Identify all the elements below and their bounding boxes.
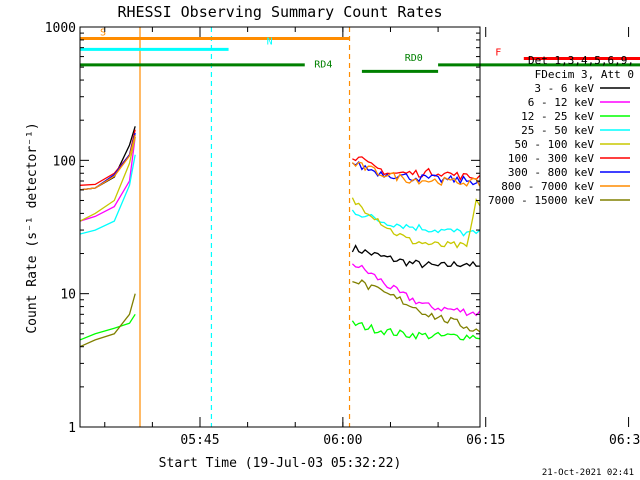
flag-label-f: F bbox=[495, 48, 501, 59]
series-early-50-100-kev bbox=[80, 136, 136, 222]
x-tick-label: 06:15 bbox=[466, 433, 505, 448]
legend-header-line-1: Det 1,3,4,5,6,9, bbox=[528, 54, 634, 67]
flag-label-s: S bbox=[100, 27, 106, 38]
plot-area: SNFRD0RD4110100100005:4506:0006:1506:300… bbox=[45, 21, 640, 448]
y-tick-label: 1000 bbox=[45, 21, 76, 36]
series-line-800-7000-kev bbox=[351, 161, 480, 187]
y-axis-label: Count Rate (s⁻¹ detector⁻¹) bbox=[25, 122, 40, 333]
plot-frame bbox=[79, 26, 481, 428]
series-early-6-12-kev bbox=[80, 136, 136, 222]
legend-label-25-50-kev: 25 - 50 keV bbox=[521, 124, 594, 137]
legend-label-50-100-kev: 50 - 100 keV bbox=[515, 138, 595, 151]
timestamp: 21-Oct-2021 02:41 bbox=[541, 468, 634, 478]
flag-label-n: N bbox=[267, 37, 273, 48]
series-early-800-7000-kev bbox=[80, 134, 136, 191]
y-tick-label: 1 bbox=[68, 421, 76, 436]
legend-label-7000-15000-kev: 7000 - 15000 keV bbox=[488, 194, 594, 207]
x-axis-label: Start Time (19-Jul-03 05:32:22) bbox=[159, 456, 402, 471]
x-tick-label: 05:45 bbox=[180, 433, 219, 448]
series-line-25-50-kev bbox=[351, 209, 480, 237]
series-line-7000-15000-kev bbox=[352, 279, 480, 334]
legend-label-3-6-kev: 3 - 6 keV bbox=[534, 82, 594, 95]
flag-label-rd4: RD4 bbox=[314, 60, 332, 71]
legend-label-300-800-kev: 300 - 800 keV bbox=[508, 166, 594, 179]
legend-label-6-12-kev: 6 - 12 keV bbox=[528, 96, 595, 109]
flag-label-rd0: RD0 bbox=[405, 53, 423, 64]
x-tick-label: 06:30 bbox=[609, 433, 640, 448]
series-line-6-12-kev bbox=[351, 263, 480, 317]
series-line-3-6-kev bbox=[351, 244, 480, 269]
legend-header-line-2: FDecim 3, Att 0 bbox=[535, 68, 634, 81]
y-tick-label: 100 bbox=[53, 154, 76, 169]
legend-label-12-25-kev: 12 - 25 keV bbox=[521, 110, 594, 123]
legend-label-800-7000-kev: 800 - 7000 keV bbox=[501, 180, 594, 193]
chart-title: RHESSI Observing Summary Count Rates bbox=[117, 3, 442, 21]
y-tick-label: 10 bbox=[60, 288, 76, 303]
legend: Det 1,3,4,5,6,9, FDecim 3, Att 0 3 - 6 k… bbox=[488, 54, 634, 207]
x-tick-label: 06:00 bbox=[323, 433, 362, 448]
series-line-50-100-kev bbox=[351, 197, 480, 249]
series-line-12-25-kev bbox=[351, 320, 480, 341]
series-early-25-50-kev bbox=[80, 154, 136, 235]
series-line-100-300-kev bbox=[352, 156, 480, 181]
series-early-7000-15000-kev bbox=[80, 293, 136, 348]
legend-label-100-300-kev: 100 - 300 keV bbox=[508, 152, 594, 165]
series-early-12-25-kev bbox=[80, 313, 136, 341]
